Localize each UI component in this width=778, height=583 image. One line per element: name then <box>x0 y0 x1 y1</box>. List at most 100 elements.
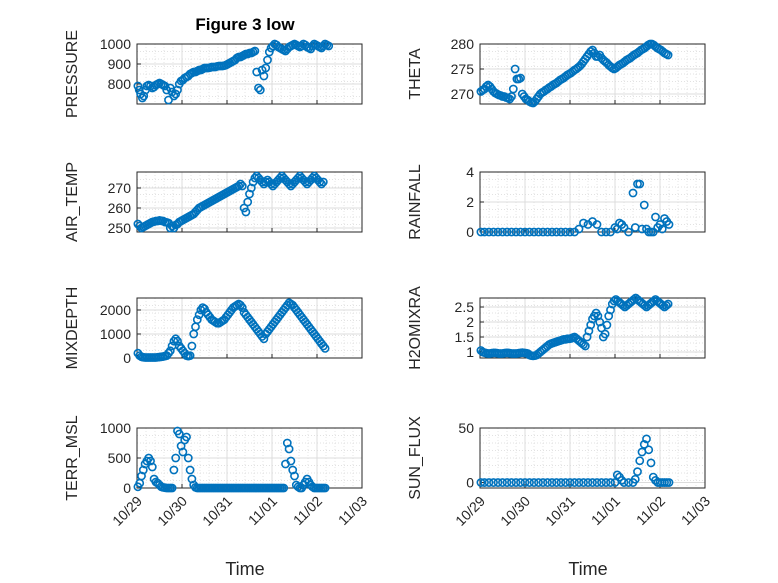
data-point <box>493 227 503 237</box>
data-point <box>261 177 271 187</box>
data-point <box>556 478 566 487</box>
y-axis-label: THETA <box>407 48 424 100</box>
data-point <box>243 197 253 207</box>
data-point <box>543 227 552 237</box>
data-point <box>300 177 310 187</box>
data-point <box>508 84 518 94</box>
x-tick-label: 10/29 <box>452 493 488 529</box>
x-tick-label: 11/03 <box>678 493 714 529</box>
data-point <box>534 478 543 487</box>
data-point <box>664 220 674 229</box>
data-point <box>167 221 177 231</box>
data-point <box>284 444 294 454</box>
y-tick-label: 2 <box>466 194 474 210</box>
data-point <box>498 478 507 487</box>
data-point <box>263 55 272 65</box>
y-tick-label: 1000 <box>100 326 131 342</box>
data-point <box>234 181 244 191</box>
data-point <box>602 320 612 330</box>
y-tick-label: 260 <box>108 200 132 216</box>
data-point <box>601 478 611 487</box>
data-point <box>308 173 317 183</box>
data-point <box>134 85 144 95</box>
data-point <box>250 46 260 56</box>
axes-box <box>136 297 363 359</box>
y-tick-label: 250 <box>108 220 132 236</box>
data-point <box>185 351 195 360</box>
data-point <box>498 227 507 237</box>
x-tick-label: 10/30 <box>154 493 190 529</box>
data-point <box>516 478 525 487</box>
data-point <box>510 64 520 74</box>
data-point <box>663 50 673 60</box>
data-point <box>580 341 590 351</box>
data-point <box>174 429 184 439</box>
panel-6: 11.522.5 H2OMIXRA <box>407 286 706 370</box>
y-tick-label: 50 <box>458 420 474 436</box>
panel-4: 0 2 4 RAINFALL <box>407 164 706 240</box>
data-point <box>547 227 557 237</box>
data-point <box>592 478 602 487</box>
data-point <box>279 483 289 493</box>
axes-box <box>136 43 363 105</box>
y-tick-label: 2000 <box>100 302 131 318</box>
data-point <box>661 301 671 310</box>
data-point <box>552 478 561 487</box>
data-point <box>624 478 633 487</box>
data-point <box>579 218 588 228</box>
data-point <box>538 478 548 487</box>
y-axis-label: TERR_MSL <box>64 415 81 500</box>
data-point <box>185 465 195 475</box>
data-point <box>502 227 512 237</box>
y-tick-label: 900 <box>108 56 132 72</box>
y-tick-label: 500 <box>108 450 132 466</box>
data-point <box>254 83 263 93</box>
data-point <box>534 227 543 237</box>
data-point <box>588 478 597 487</box>
y-tick-label: 1 <box>466 344 474 360</box>
data-point <box>507 227 516 237</box>
data-point <box>317 179 326 189</box>
data-point <box>579 340 588 349</box>
y-tick-label: 0 <box>466 224 474 240</box>
data-point <box>147 462 157 472</box>
data-point <box>236 179 245 189</box>
panel-8: 0 50 10/29 10/30 10/31 11/01 11/02 11/03 SUN_FLU… <box>407 416 713 529</box>
data-point <box>628 188 638 198</box>
data-point <box>237 303 247 312</box>
data-point <box>642 434 651 444</box>
data-point <box>133 81 143 91</box>
data-point <box>261 63 271 73</box>
data-point <box>649 296 659 306</box>
data-point <box>489 227 498 237</box>
data-point <box>583 478 593 487</box>
data-point <box>565 478 575 487</box>
y-axis-label: H2OMIXRA <box>407 286 424 370</box>
data-point <box>293 173 303 183</box>
data-point <box>507 478 516 487</box>
data-point <box>529 478 539 487</box>
data-point <box>187 341 197 351</box>
data-point <box>480 227 489 237</box>
x-tick-label: 11/01 <box>245 493 281 529</box>
data-point <box>275 173 285 183</box>
data-point <box>520 227 530 237</box>
data-point <box>516 227 525 237</box>
panel-5: 0 1000 2000 MIXDEPTH <box>64 287 363 369</box>
data-point <box>648 227 658 237</box>
y-axis-label: SUN_FLUX <box>407 416 424 500</box>
data-point <box>552 227 561 237</box>
data-point <box>480 478 489 487</box>
x-axis-label-left: Time <box>225 559 264 579</box>
axes-box <box>479 427 706 489</box>
data-point <box>520 478 530 487</box>
data-point <box>286 456 296 466</box>
data-point <box>516 73 525 83</box>
data-point <box>624 227 633 237</box>
data-point <box>600 329 610 339</box>
data-point <box>529 227 539 237</box>
data-point <box>597 478 606 487</box>
y-tick-label: 270 <box>451 86 475 102</box>
y-tick-label: 0 <box>466 475 474 491</box>
data-point <box>493 478 503 487</box>
